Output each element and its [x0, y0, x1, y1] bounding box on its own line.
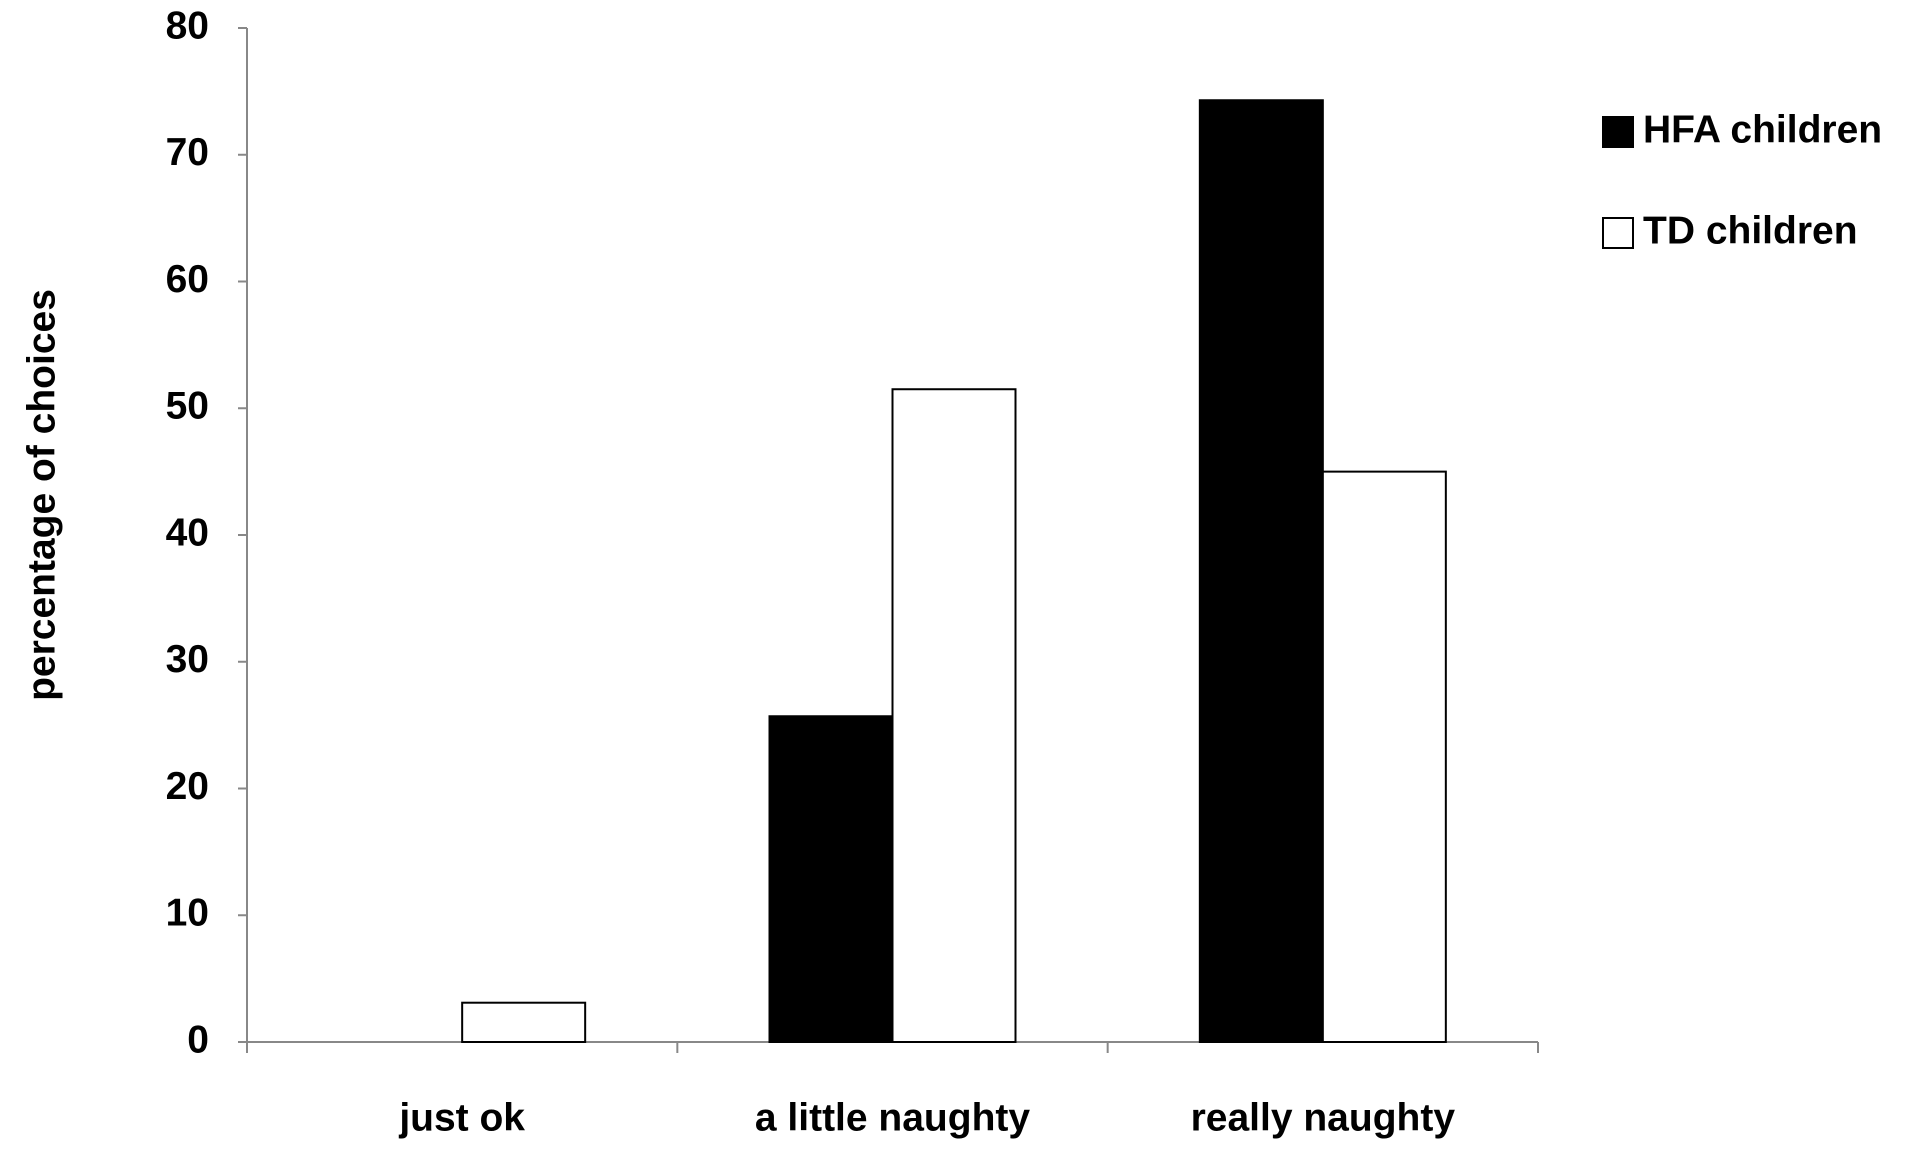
y-tick-label: 0 [187, 1018, 209, 1061]
y-tick-label: 40 [166, 511, 209, 554]
legend-label: HFA children [1643, 108, 1882, 151]
y-tick-label: 10 [166, 892, 209, 935]
y-tick-label: 70 [166, 131, 209, 174]
x-tick-label: really naughty [1191, 1096, 1456, 1139]
bar [891, 388, 1017, 1043]
bar [768, 715, 894, 1043]
bar [461, 1001, 587, 1044]
y-tick-label: 20 [166, 765, 209, 808]
bar [1198, 99, 1324, 1043]
legend-swatch [1602, 217, 1634, 249]
y-tick-label: 60 [166, 258, 209, 301]
y-axis-label: percentage of choices [20, 289, 63, 701]
bar [1321, 470, 1447, 1043]
legend-label: TD children [1643, 209, 1858, 252]
y-tick-label: 50 [166, 385, 209, 428]
x-tick-label: just ok [398, 1096, 525, 1139]
x-tick-label: a little naughty [755, 1096, 1031, 1139]
y-tick-label: 80 [166, 4, 209, 47]
legend-swatch [1602, 116, 1634, 148]
y-tick-label: 30 [166, 638, 209, 681]
